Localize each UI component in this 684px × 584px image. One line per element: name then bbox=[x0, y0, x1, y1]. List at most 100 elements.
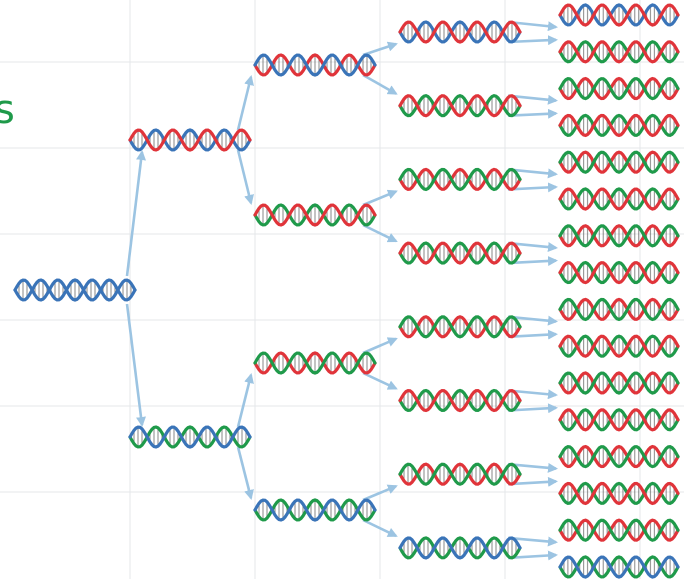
dna-strand bbox=[398, 94, 522, 118]
dna-strand bbox=[558, 371, 680, 395]
dna-strand bbox=[558, 77, 680, 101]
dna-strand bbox=[558, 518, 680, 542]
dna-helices bbox=[13, 3, 680, 579]
dna-helix-icon bbox=[558, 297, 680, 322]
arrow-icon bbox=[507, 241, 558, 252]
arrow-icon bbox=[362, 189, 398, 207]
arrow-icon bbox=[507, 329, 558, 340]
dna-helix-icon bbox=[128, 425, 252, 449]
dna-helix-icon bbox=[253, 53, 377, 77]
dna-strand bbox=[558, 518, 680, 542]
dna-strand bbox=[558, 224, 680, 248]
dna-helix-icon bbox=[13, 278, 137, 302]
dna-helix-icon bbox=[398, 20, 522, 44]
dna-strand bbox=[558, 408, 680, 432]
dna-strand bbox=[558, 113, 680, 137]
arrow-icon bbox=[507, 536, 558, 547]
dna-helix-icon bbox=[398, 315, 522, 339]
dna-helix-icon bbox=[558, 224, 680, 248]
arrow-icon bbox=[236, 75, 254, 131]
dna-strand bbox=[13, 278, 137, 302]
dna-strand bbox=[558, 445, 680, 469]
dna-helix-icon bbox=[558, 371, 680, 395]
dna-helix-icon bbox=[558, 481, 680, 506]
dna-strand bbox=[558, 297, 680, 322]
dna-strand bbox=[398, 388, 522, 413]
dna-strand bbox=[558, 3, 680, 27]
dna-helix-icon bbox=[253, 351, 377, 375]
dna-helix-icon bbox=[128, 128, 252, 152]
dna-helix-icon bbox=[558, 3, 680, 27]
dna-strand bbox=[558, 187, 680, 211]
dna-strand bbox=[558, 40, 680, 64]
dna-strand bbox=[558, 40, 680, 64]
arrow-icon bbox=[507, 94, 558, 105]
dna-strand bbox=[253, 498, 377, 522]
arrow-icon bbox=[507, 256, 558, 267]
arrow-icon bbox=[236, 149, 254, 205]
dna-strand bbox=[398, 462, 522, 486]
dna-strand bbox=[558, 297, 680, 321]
dna-strand bbox=[558, 260, 680, 285]
dna-strand bbox=[253, 351, 377, 375]
dna-strand bbox=[558, 261, 680, 285]
dna-strand bbox=[253, 498, 377, 522]
arrow-icon bbox=[125, 303, 146, 427]
dna-strand bbox=[398, 20, 522, 44]
dna-helix-icon bbox=[253, 498, 377, 522]
arrow-icon bbox=[362, 73, 398, 95]
dna-helix-icon bbox=[253, 203, 377, 227]
arrow-icon bbox=[507, 389, 558, 400]
arrow-icon bbox=[507, 550, 558, 561]
dna-helix-icon bbox=[558, 76, 680, 101]
dna-helix-icon bbox=[558, 408, 680, 432]
dna-strand bbox=[128, 128, 252, 152]
arrow-icon bbox=[507, 315, 558, 326]
arrow-icon bbox=[507, 462, 558, 473]
dna-strand bbox=[558, 408, 680, 432]
arrow-icon bbox=[507, 108, 558, 119]
edge-text: s bbox=[0, 87, 15, 133]
arrow-icon bbox=[125, 150, 147, 277]
dna-strand bbox=[558, 481, 680, 505]
dna-strand bbox=[398, 167, 522, 192]
dna-helix-icon bbox=[398, 536, 522, 560]
arrow-icon bbox=[362, 518, 398, 538]
dna-helix-icon bbox=[558, 40, 680, 64]
dna-helix-icon bbox=[558, 113, 680, 138]
arrow-icon bbox=[507, 403, 558, 414]
arrow-icon bbox=[507, 20, 558, 32]
dna-helix-icon bbox=[558, 150, 680, 174]
dna-strand bbox=[253, 351, 377, 375]
dna-helix-icon bbox=[558, 260, 680, 285]
replication-arrows bbox=[125, 20, 558, 561]
arrow-icon bbox=[236, 373, 254, 428]
dna-strand bbox=[253, 203, 377, 227]
dna-strand bbox=[128, 425, 252, 449]
arrow-icon bbox=[362, 41, 398, 57]
dna-strand bbox=[558, 3, 680, 27]
dna-strand bbox=[253, 203, 377, 227]
dna-strand bbox=[558, 444, 680, 469]
arrow-icon bbox=[362, 484, 398, 502]
dna-helix-icon bbox=[398, 388, 522, 413]
arrow-icon bbox=[362, 223, 398, 243]
dna-helix-icon bbox=[398, 241, 522, 265]
dna-strand bbox=[398, 241, 522, 265]
dna-helix-icon bbox=[558, 555, 680, 579]
dna-strand bbox=[558, 113, 680, 138]
arrow-icon bbox=[507, 182, 558, 193]
arrow-icon bbox=[507, 476, 558, 487]
dna-strand bbox=[398, 536, 522, 560]
arrow-icon bbox=[507, 168, 558, 179]
dna-strand bbox=[398, 94, 522, 118]
arrow-icon bbox=[236, 446, 254, 500]
dna-helix-icon bbox=[558, 444, 680, 469]
dna-strand bbox=[558, 187, 680, 211]
arrow-icon bbox=[362, 371, 398, 390]
dna-helix-icon bbox=[558, 187, 680, 211]
arrow-icon bbox=[362, 337, 398, 355]
dna-strand bbox=[558, 150, 680, 174]
